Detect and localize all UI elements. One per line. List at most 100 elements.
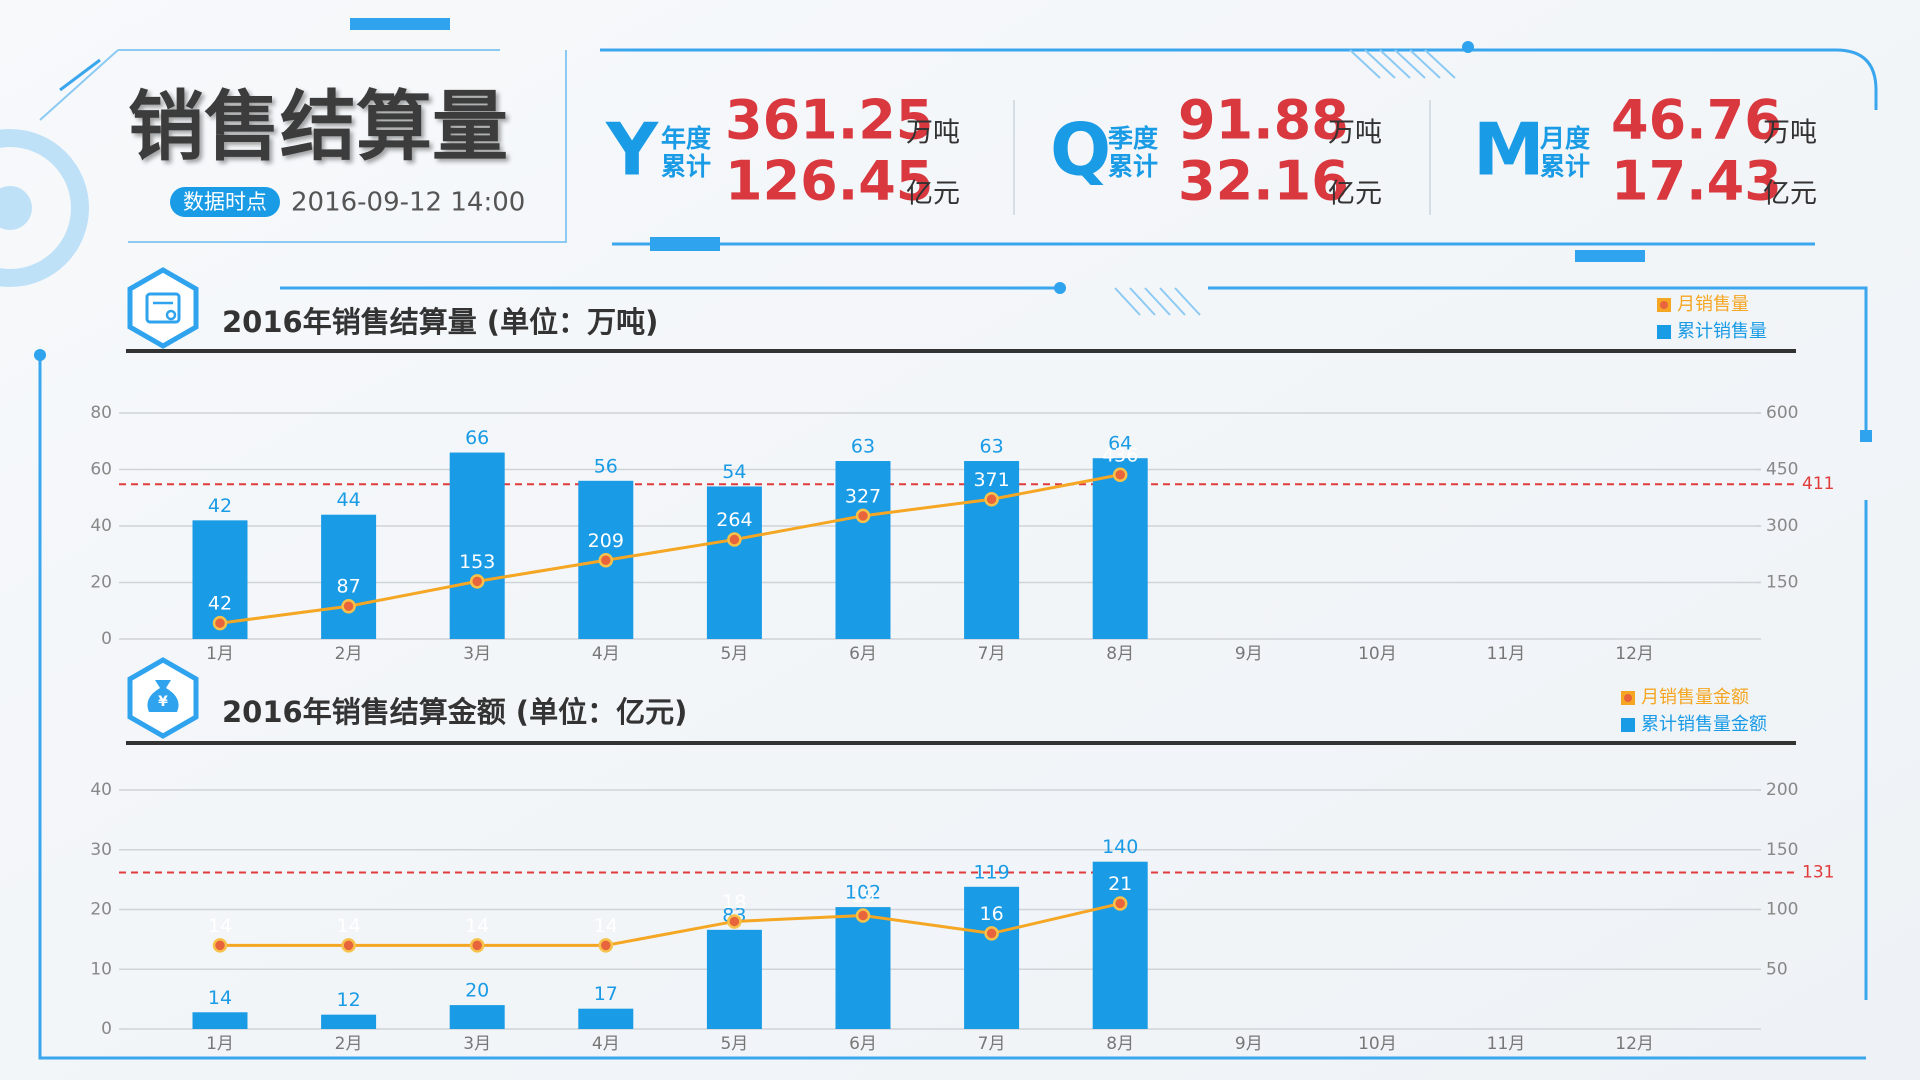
- line-value-label: 14: [208, 915, 232, 937]
- legend-dot: [1660, 301, 1668, 309]
- dot: [34, 349, 46, 361]
- kpi-label: 季度: [1108, 124, 1158, 153]
- x-tick-label: 2月: [335, 1034, 363, 1054]
- accent-bar: [350, 18, 450, 30]
- bar: [449, 452, 505, 639]
- x-tick-label: 8月: [1106, 1034, 1134, 1054]
- header-box: [39, 49, 567, 243]
- line-value-label: 87: [337, 576, 361, 598]
- bar-value-label: 102: [845, 882, 881, 904]
- kpi-label: 月度: [1539, 124, 1590, 153]
- line-point: [598, 553, 614, 568]
- line: [219, 473, 1121, 625]
- legend-dot: [1624, 694, 1632, 702]
- title-rule: [126, 741, 1796, 745]
- bar-value-label: 140: [1102, 836, 1138, 858]
- chart-title: 2016年销售结算金额 (单位：亿元): [222, 695, 687, 729]
- kpi-letter: Y: [605, 108, 659, 192]
- kpi-label: 累计: [1108, 152, 1158, 181]
- title-rule: [126, 349, 1796, 353]
- bar-value-label: 63: [980, 436, 1004, 458]
- icon-volume: [127, 267, 199, 349]
- y-tick-label: 20: [90, 900, 112, 920]
- bar-value-label: 14: [208, 987, 232, 1009]
- y-tick-label: 0: [101, 629, 112, 649]
- line-point: [984, 492, 999, 507]
- line-value-label: 14: [465, 915, 489, 937]
- line-point: [469, 938, 485, 953]
- hatch: [1349, 49, 1456, 79]
- line-value-label: 42: [208, 593, 232, 615]
- line-value-label: 19: [851, 885, 875, 907]
- kpi-label: 累计: [661, 152, 711, 181]
- bar-value-label: 119: [973, 861, 1009, 883]
- kpi-amount: 126.45: [725, 150, 933, 213]
- x-tick-label: 11月: [1487, 644, 1526, 664]
- line-point: [469, 574, 485, 589]
- kpi-label: 累计: [1540, 152, 1590, 181]
- legend-label: 累计销售量金额: [1641, 714, 1767, 735]
- outer-frame: [38, 355, 1866, 1060]
- bar: [706, 486, 762, 639]
- x-tick-label: 3月: [463, 644, 491, 664]
- bar: [835, 907, 891, 1029]
- y-tick-label: 40: [90, 780, 112, 800]
- y-tick-label: 40: [90, 516, 112, 536]
- kpi-volume: 46.76: [1611, 89, 1782, 152]
- y-tick-label: 30: [90, 840, 112, 860]
- y2-tick-label: 450: [1766, 460, 1798, 480]
- kpi-unit: 万吨: [1328, 118, 1382, 149]
- bar: [449, 1005, 505, 1029]
- legend-swatch: [1621, 718, 1635, 732]
- top-line: [600, 48, 1878, 110]
- legend-label: 累计销售量: [1677, 321, 1767, 342]
- x-tick-label: 10月: [1358, 644, 1397, 664]
- line-value-label: 14: [337, 915, 361, 937]
- kpi-unit: 万吨: [1763, 118, 1817, 149]
- reference-label: 411: [1802, 474, 1834, 494]
- x-tick-label: 10月: [1358, 1034, 1397, 1054]
- bar-value-label: 54: [722, 461, 746, 483]
- kpi-label: 年度: [661, 124, 711, 153]
- icon-amount: ¥: [127, 657, 199, 739]
- line-point: [341, 938, 356, 953]
- x-tick-label: 6月: [849, 644, 877, 664]
- x-tick-label: 8月: [1106, 644, 1134, 664]
- x-tick-label: 5月: [720, 1034, 748, 1054]
- legend-label: 月销售量金额: [1641, 687, 1749, 708]
- line-value-label: 436: [1102, 444, 1138, 466]
- y2-tick-label: 300: [1766, 516, 1798, 536]
- bar: [964, 461, 1020, 639]
- line-point: [341, 598, 356, 614]
- x-tick-label: 6月: [849, 1034, 877, 1054]
- y-tick-label: 0: [101, 1019, 112, 1039]
- bar-value-label: 20: [465, 980, 489, 1002]
- line-value-label: 18: [722, 891, 746, 913]
- line-value-label: 327: [845, 485, 881, 507]
- y2-tick-label: 50: [1766, 959, 1788, 979]
- x-tick-label: 7月: [978, 644, 1006, 664]
- line: [220, 902, 1121, 947]
- line-value-label: 371: [973, 469, 1009, 491]
- kpi-unit: 万吨: [906, 118, 960, 149]
- ring: [0, 129, 89, 287]
- accent: [59, 58, 101, 92]
- x-tick-label: 11月: [1487, 1034, 1526, 1054]
- svg-text:¥: ¥: [158, 694, 168, 710]
- reference-label: 131: [1802, 862, 1834, 882]
- bar: [321, 514, 377, 639]
- dot: [1462, 41, 1474, 53]
- dot: [1860, 430, 1872, 442]
- kpi-unit: 亿元: [906, 179, 960, 210]
- y-tick-label: 60: [90, 460, 112, 480]
- bar: [706, 929, 762, 1029]
- chart-frame: [1208, 286, 1868, 435]
- bar: [321, 1014, 377, 1029]
- bar-value-label: 42: [208, 495, 232, 517]
- x-tick-label: 4月: [592, 1034, 620, 1054]
- accent-bar: [1575, 250, 1645, 262]
- kpi-letter: M: [1473, 108, 1545, 192]
